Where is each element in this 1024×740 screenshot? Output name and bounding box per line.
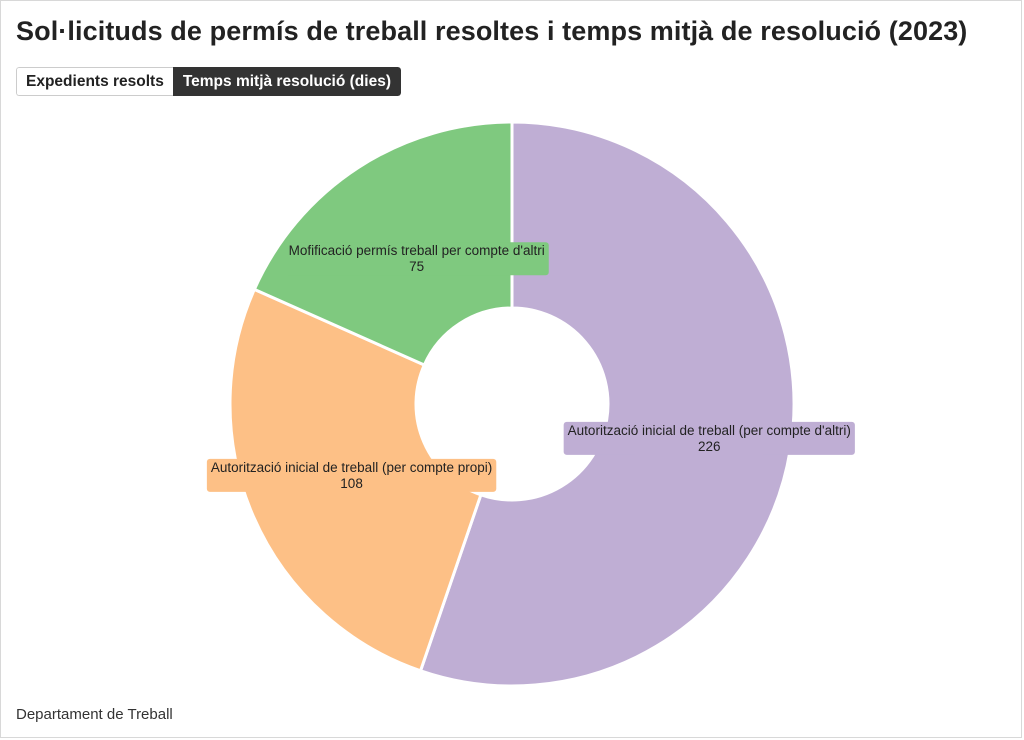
slice-label-autoritzacio-inicial-de-treball-per-compte-d-altri: Autorització inicial de treball (per com… [563,421,855,455]
tab-temps-mitja-resolucio[interactable]: Temps mitjà resolució (dies) [172,67,401,96]
slice-label-value: 75 [409,259,424,274]
labels-group: Autorització inicial de treball (per com… [206,242,855,492]
slice-label-name: Autorització inicial de treball (per com… [568,423,851,438]
slice-label-name: Mofificació permís treball per compte d'… [289,243,545,258]
slice-label-autoritzacio-inicial-de-treball-per-compte-propi: Autorització inicial de treball (per com… [206,458,497,492]
source-note: Departament de Treball [16,706,173,723]
view-tabs: Expedients resolts Temps mitjà resolució… [16,67,401,96]
chart-title: Sol·licituds de permís de treball resolt… [16,16,968,46]
slice-label-background [284,242,549,276]
slice-label-value: 226 [698,439,721,454]
slice-label-mofificacio-permis-treball-per-compte-d-altri: Mofificació permís treball per compte d'… [284,242,549,276]
tab-expedients-resolts[interactable]: Expedients resolts [16,67,173,96]
slices-group [228,120,796,688]
slice-label-background [563,421,855,455]
slice-label-value: 108 [340,476,363,491]
slice-label-background [206,458,497,492]
slice-label-name: Autorització inicial de treball (per com… [211,460,492,475]
